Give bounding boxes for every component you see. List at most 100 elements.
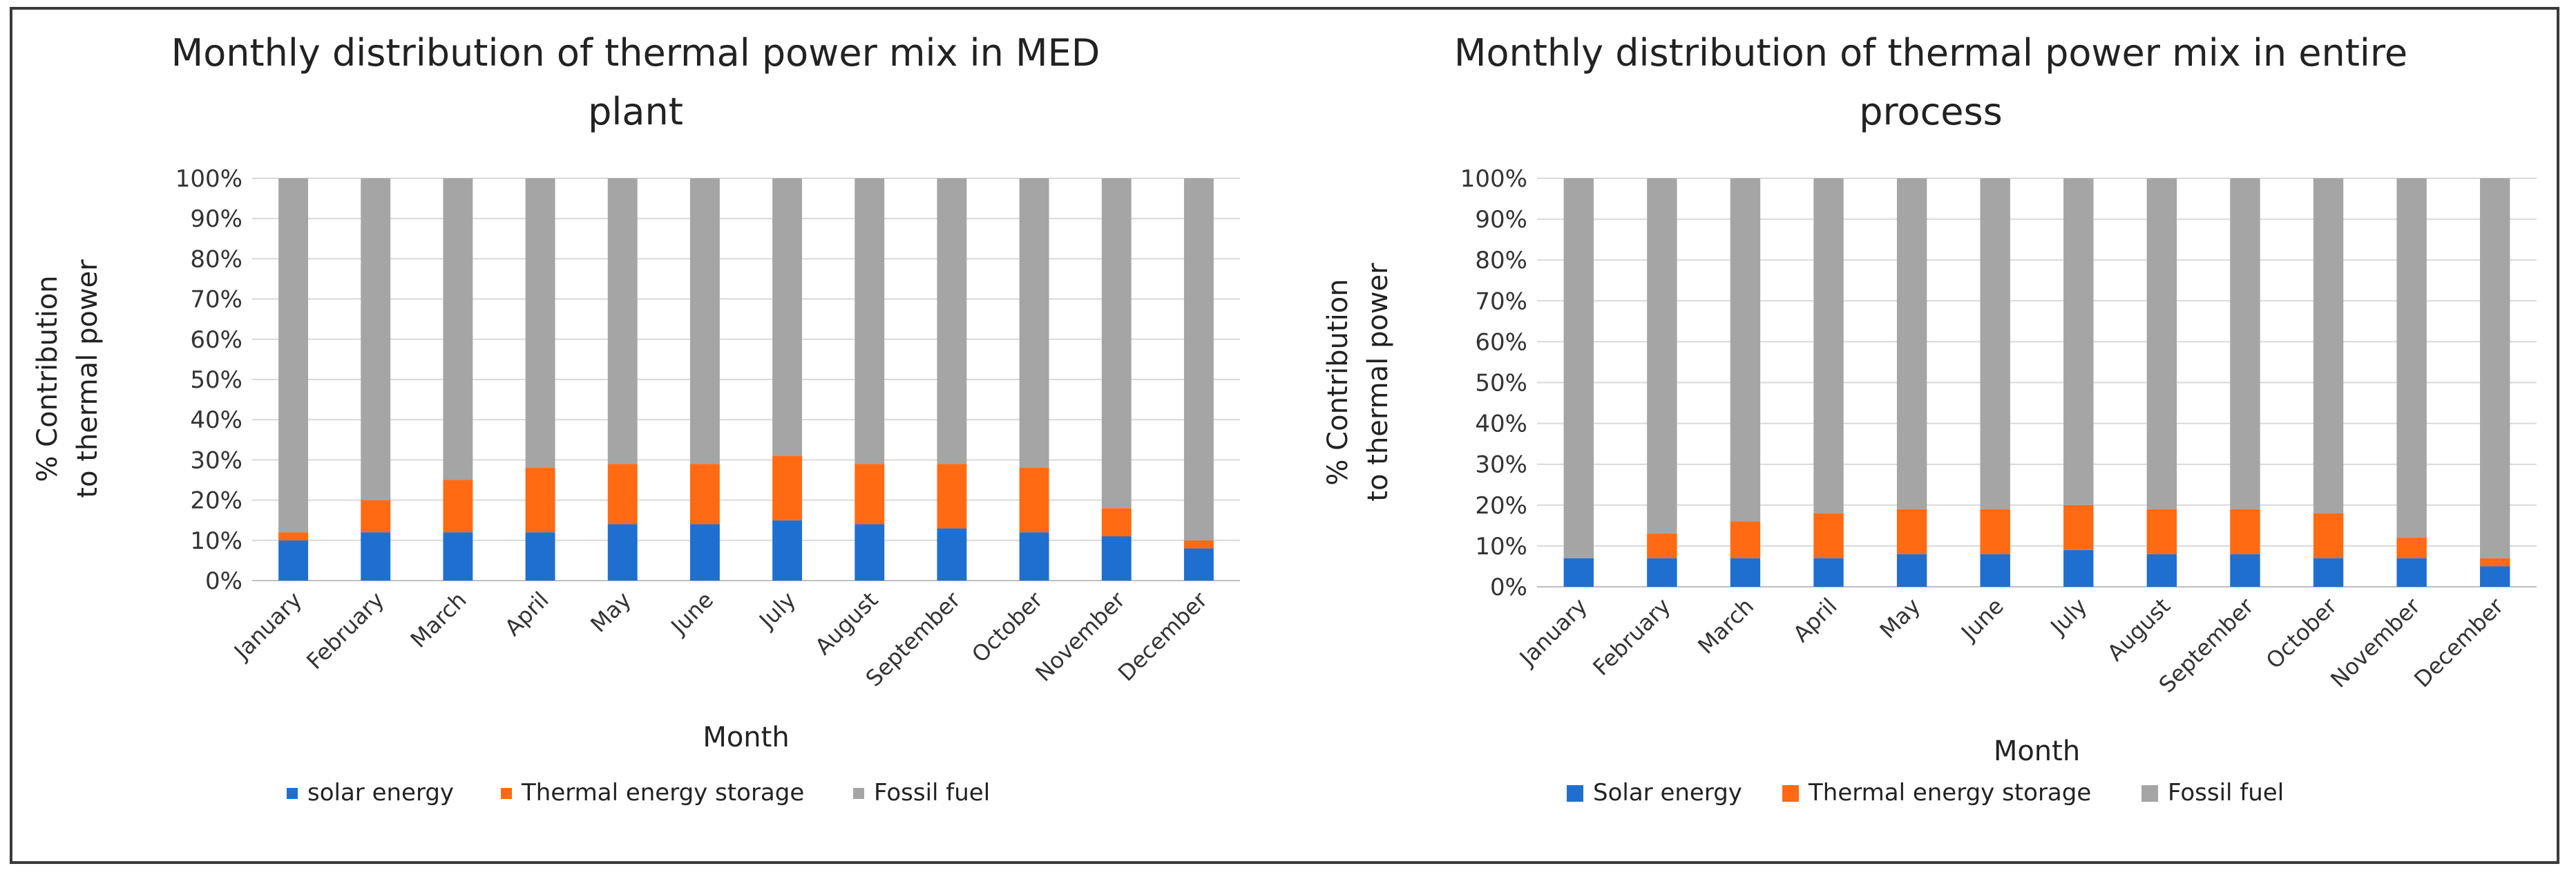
bar-solar-november [2396,558,2427,587]
legend-swatch-fossil [2141,785,2158,802]
legend-swatch-fossil [853,788,864,799]
y-tick-label: 40% [190,406,242,434]
chart-title-line-1: Monthly distribution of thermal power mi… [1454,31,2407,75]
bar-fossil-august [855,178,885,464]
bar-storage-december [1183,540,1214,549]
figure-frame [10,7,2559,864]
bar-solar-february [361,532,391,581]
bar-solar-december [2480,566,2510,587]
bar-fossil-january [1563,178,1594,558]
y-tick-label: 30% [190,446,242,474]
bar-fossil-december [1183,178,1214,540]
y-tick-label: 10% [190,527,242,555]
legend-label: Fossil fuel [2168,779,2284,807]
bar-fossil-november [1101,178,1132,509]
y-tick-label: 50% [190,366,242,394]
bar-solar-september [2230,554,2260,587]
x-tick-label: October [966,586,1048,668]
bar-storage-september [2230,509,2260,554]
x-tick-label: June [1955,593,2009,647]
bar-solar-february [1647,558,1677,587]
bar-storage-november [2396,538,2427,558]
bar-solar-september [937,528,967,581]
bar-storage-june [1980,509,2010,554]
bar-solar-january [278,540,309,581]
x-tick-label: January [228,587,307,666]
y-tick-label: 30% [1475,451,1527,479]
x-tick-label: June [665,587,719,641]
bar-storage-march [443,480,473,533]
bar-storage-december [2480,558,2510,567]
bar-storage-august [2146,509,2177,554]
y-tick-label: 100% [1460,165,1527,193]
chart-2: Monthly distribution of thermal power mi… [1322,31,2537,807]
y-tick-label: 10% [1475,533,1527,561]
x-tick-label: May [1875,593,1926,644]
bar-fossil-august [2146,178,2177,509]
x-tick-label: July [2044,593,2092,641]
y-axis-title-line-1: % Contribution [1322,279,1354,485]
bar-fossil-march [443,178,473,480]
bar-solar-march [443,532,473,581]
bar-storage-november [1101,508,1132,536]
bar-solar-july [772,520,803,581]
y-tick-label: 60% [1475,328,1527,356]
x-tick-label: July [753,587,801,634]
bar-storage-april [1813,513,1844,558]
y-tick-label: 80% [190,245,242,273]
y-tick-label: 40% [1475,411,1527,438]
bar-storage-june [689,464,720,525]
bar-storage-september [937,464,967,529]
legend-label: Fossil fuel [874,779,990,807]
bar-solar-april [525,532,555,581]
bar-fossil-april [1813,178,1844,514]
legend-label: Thermal energy storage [521,779,804,807]
x-tick-label: February [1587,593,1675,681]
bar-solar-march [1730,558,1761,587]
bar-solar-august [855,524,885,581]
bar-fossil-april [525,178,555,469]
y-tick-label: 100% [175,165,242,193]
y-tick-label: 60% [190,326,242,354]
x-tick-label: August [810,587,883,660]
bar-storage-february [1647,534,1677,558]
bar-fossil-may [1896,178,1927,509]
bar-fossil-september [2230,178,2260,509]
y-tick-label: 50% [1475,370,1527,397]
bar-fossil-march [1730,178,1761,522]
x-tick-label: December [1113,586,1213,686]
chart-title-line-2: process [1859,90,2003,133]
bar-fossil-may [607,178,638,464]
legend-label: solar energy [307,779,454,807]
bar-storage-july [2063,505,2094,550]
y-tick-label: 70% [190,286,242,314]
bar-solar-august [2146,554,2177,587]
bar-solar-november [1101,536,1132,581]
x-tick-label: August [2102,593,2175,666]
bar-solar-december [1183,548,1214,581]
y-axis-title-line-1: % Contribution [32,275,64,482]
legend-swatch-solar [287,788,298,799]
x-tick-label: December [2409,592,2509,693]
y-tick-label: 0% [1490,574,1527,601]
bar-storage-may [1896,509,1927,554]
y-tick-label: 80% [1475,247,1527,274]
bar-fossil-july [772,178,803,456]
bar-fossil-october [1019,178,1049,469]
y-tick-label: 90% [1475,206,1527,234]
bar-storage-july [772,455,803,520]
chart-title-line-1: Monthly distribution of thermal power mi… [171,31,1100,75]
bar-fossil-october [2313,178,2344,514]
bar-fossil-june [689,178,720,464]
bar-solar-may [1896,554,1927,587]
bar-solar-july [2063,549,2094,587]
x-axis-title: Month [1994,735,2080,767]
y-axis-title-line-2: to thermal power [72,259,104,498]
bar-storage-april [525,468,555,533]
legend-label: Solar energy [1593,779,1742,807]
bar-storage-may [607,464,638,525]
bar-fossil-february [361,178,391,500]
y-axis-title-line-2: to thermal power [1362,263,1394,502]
legend-label: Thermal energy storage [1808,779,2091,807]
